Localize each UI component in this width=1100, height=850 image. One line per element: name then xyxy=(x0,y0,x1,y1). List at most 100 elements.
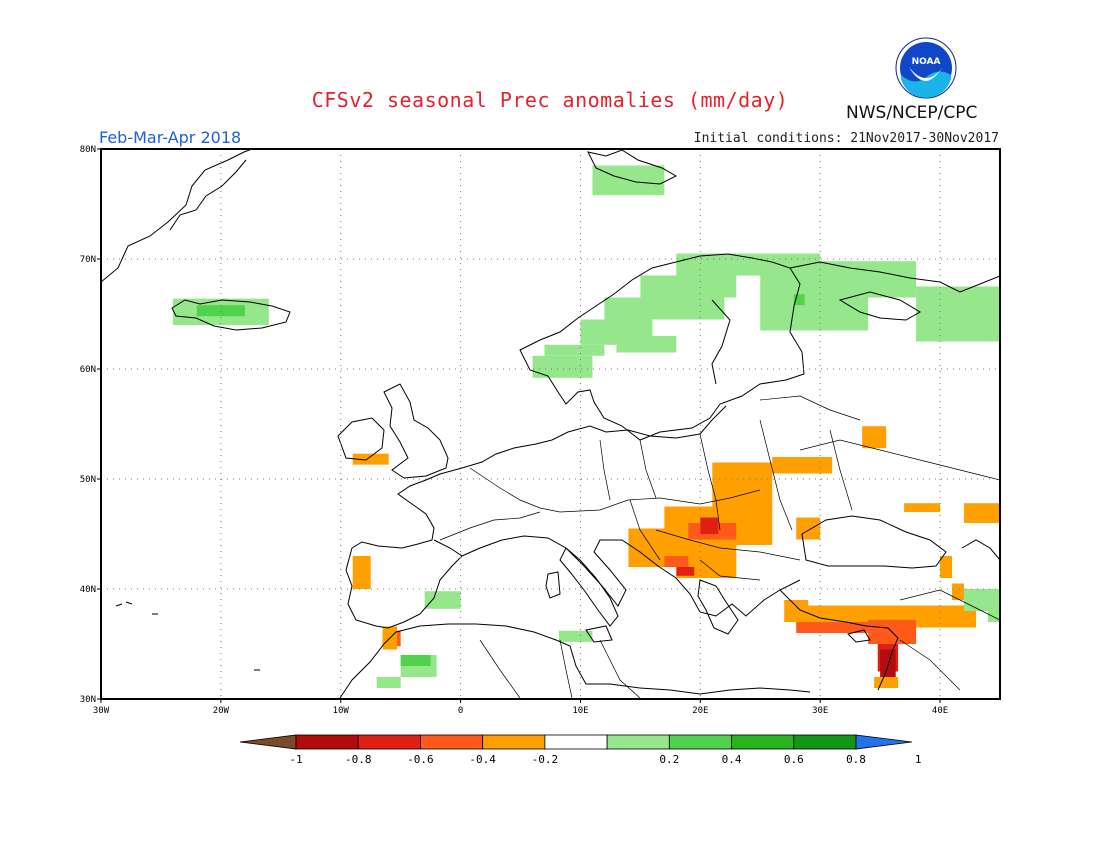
anomaly-cell xyxy=(904,503,941,512)
coastline-italy xyxy=(559,547,619,627)
coastline-norway-sweden xyxy=(519,253,805,441)
lat-tick-label: 80N xyxy=(80,145,96,155)
colorbar-tick-label: 0.6 xyxy=(784,753,804,766)
coastline-greece xyxy=(697,579,739,635)
lon-tick-label: 30W xyxy=(93,706,110,716)
lat-tick-label: 70N xyxy=(80,255,96,265)
agency-label: NWS/NCEP/CPC xyxy=(846,103,978,123)
coastline-cyprus xyxy=(847,629,871,643)
anomaly-cell xyxy=(376,677,401,688)
coastline-ireland xyxy=(337,417,385,461)
colorbar-segment xyxy=(357,734,421,750)
anomaly-cell xyxy=(424,591,461,609)
anomaly-cell xyxy=(558,630,593,642)
colorbar-tick-label: -0.4 xyxy=(469,753,496,766)
coastline-greenland xyxy=(101,149,253,283)
lon-tick-label: 20W xyxy=(213,706,230,716)
colorbar-tick-label: -0.2 xyxy=(532,753,559,766)
noaa-logo-icon: NOAA xyxy=(895,37,957,99)
initial-conditions-label: Initial conditions: 21Nov2017-30Nov2017 xyxy=(693,131,999,146)
coastline-turkey-south xyxy=(779,589,899,691)
colorbar-tick-label: 0.2 xyxy=(659,753,679,766)
coastline-svalbard xyxy=(587,149,678,185)
anomaly-cell xyxy=(712,462,773,512)
colorbar-segment xyxy=(295,734,359,750)
anomaly-cell xyxy=(532,355,593,378)
colorbar-legend: -1 -0.8 -0.6 -0.4 -0.2 0.2 0.4 0.6 0.8 1 xyxy=(239,734,922,766)
coastline-sicily xyxy=(585,625,613,643)
colorbar-tick-label: -0.8 xyxy=(345,753,372,766)
coastline-north-africa xyxy=(339,623,811,699)
country-borders-layer xyxy=(439,395,1000,699)
colorbar-segment xyxy=(606,734,670,750)
anomaly-cell xyxy=(352,556,371,589)
anomaly-cells-layer xyxy=(172,165,1000,688)
map-frame xyxy=(100,148,1001,700)
coastline-iberia xyxy=(345,539,463,629)
anomaly-cell xyxy=(796,622,869,633)
coastline-black-sea xyxy=(801,515,947,569)
colorbar-high-arrow xyxy=(855,734,913,750)
lon-tick-label: 0 xyxy=(458,706,463,716)
anomaly-cell xyxy=(964,589,1000,611)
coastline-greenland-fjords xyxy=(169,159,247,231)
anomaly-cell xyxy=(196,305,245,317)
lat-tick-label: 50N xyxy=(80,475,96,485)
colorbar-tick-label: -0.6 xyxy=(407,753,434,766)
lon-tick-label: 40E xyxy=(932,706,948,716)
coastline-caspian xyxy=(961,539,1000,561)
colorbar-segment xyxy=(668,734,732,750)
chart-title: CFSv2 seasonal Prec anomalies (mm/day) xyxy=(311,88,789,112)
lon-tick-label: 30E xyxy=(812,706,828,716)
coastline-white-sea xyxy=(838,291,921,321)
anomaly-cell xyxy=(880,649,896,677)
anomaly-cell xyxy=(664,556,689,567)
anomaly-cell xyxy=(604,297,725,320)
anomaly-cell xyxy=(616,336,677,353)
coastline-kola xyxy=(789,261,1000,293)
anomaly-cell xyxy=(940,556,953,578)
anomaly-cell xyxy=(640,275,737,298)
lat-tick-label: 40N xyxy=(80,585,96,595)
anomaly-cell xyxy=(952,583,965,600)
anomaly-cell xyxy=(700,517,719,534)
coastline-layer xyxy=(101,149,1000,699)
anomaly-cell xyxy=(772,457,833,474)
coastline-continental-atlantic xyxy=(351,405,727,549)
lat-tick-label: 30N xyxy=(80,695,96,705)
logo-text: NOAA xyxy=(912,57,941,67)
coastline-gulf-of-bothnia xyxy=(711,299,731,385)
colorbar-segment xyxy=(731,734,795,750)
coastline-iceland xyxy=(171,299,291,331)
lon-tick-label: 10W xyxy=(333,706,350,716)
colorbar-segment xyxy=(544,734,608,750)
colorbar-tick-label: 1 xyxy=(915,753,922,766)
anomaly-cell xyxy=(793,294,805,306)
anomaly-cell xyxy=(400,655,431,666)
coastline-great-britain xyxy=(383,383,449,479)
colorbar-low-arrow xyxy=(239,734,297,750)
anomaly-cell xyxy=(988,611,1000,622)
lon-tick-label: 10E xyxy=(572,706,588,716)
season-label: Feb-Mar-Apr 2018 xyxy=(99,128,242,147)
anomaly-cell xyxy=(916,286,1000,342)
coastline-sardinia xyxy=(545,571,561,599)
anomaly-cell xyxy=(862,426,887,449)
colorbar-tick-label: 0.4 xyxy=(722,753,742,766)
colorbar-tick-label: -1 xyxy=(289,753,302,766)
lat-tick-label: 60N xyxy=(80,365,96,375)
anomaly-cell xyxy=(796,517,821,540)
anomaly-cell xyxy=(874,677,899,688)
anomaly-cell xyxy=(544,344,605,356)
colorbar-tick-label: 0.8 xyxy=(846,753,866,766)
anomaly-cell xyxy=(676,567,695,576)
lon-tick-label: 20E xyxy=(692,706,708,716)
anomaly-cell xyxy=(964,503,1000,523)
anomaly-cell xyxy=(808,261,917,298)
colorbar-segment xyxy=(793,734,857,750)
colorbar-segment xyxy=(482,734,546,750)
coastline-med-north xyxy=(461,535,801,617)
anomaly-cell xyxy=(352,453,389,465)
